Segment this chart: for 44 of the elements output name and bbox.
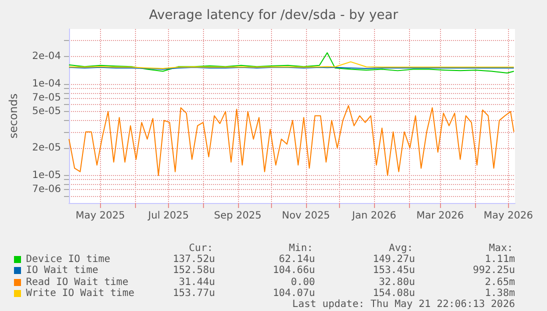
text: 2.65m — [484, 276, 515, 288]
line-series — [68, 61, 514, 69]
x-tick-label: Nov 2025 — [282, 210, 330, 222]
legend-label: IO Wait time — [26, 265, 98, 276]
legend-label: Read IO Wait time — [26, 276, 128, 288]
text: 992.25u — [472, 265, 515, 276]
text: 152.58u — [172, 265, 215, 276]
text: Min: — [288, 243, 313, 254]
y-axis-title: seconds — [7, 93, 20, 138]
line-series — [68, 105, 514, 176]
text: 62.14u — [278, 254, 315, 265]
y-tick-label: 7e-06 — [32, 184, 61, 196]
text: Max: — [488, 243, 513, 254]
y-tick-label: 1e-05 — [32, 170, 61, 181]
y-tick-label: 2e-05 — [32, 142, 61, 154]
chart-title: Average latency for /dev/sda - by year — [148, 8, 399, 23]
x-tick-label: Sep 2025 — [214, 210, 262, 222]
text: 32.80u — [378, 276, 415, 288]
text: 31.44u — [178, 276, 215, 288]
legend-label: Write IO Wait time — [26, 288, 134, 299]
x-tick-label: May 2026 — [484, 210, 533, 222]
x-tick-label: May 2025 — [76, 210, 125, 222]
text: 0.00 — [290, 276, 315, 288]
text: 104.07u — [272, 288, 315, 299]
text: 104.66u — [272, 265, 315, 276]
text: 153.77u — [172, 288, 215, 299]
text: 1.11m — [484, 254, 515, 265]
text: 154.08u — [372, 288, 415, 299]
text: Last update: Thu May 21 22:06:13 2026 — [292, 299, 515, 310]
text: Cur: — [188, 243, 213, 254]
x-tick-label: Mar 2026 — [416, 210, 464, 222]
legend-label: Device IO time — [26, 254, 110, 265]
text: 149.27u — [372, 254, 415, 265]
y-tick-label: 2e-04 — [32, 51, 61, 62]
y-tick-label: 5e-05 — [32, 106, 61, 118]
x-tick-label: Jan 2026 — [351, 210, 396, 222]
y-tick-label: 7e-05 — [32, 92, 61, 104]
text: Avg: — [388, 243, 413, 254]
text: 137.52u — [172, 254, 215, 265]
y-tick-label: 1e-04 — [32, 78, 61, 90]
x-tick-label: Jul 2025 — [147, 210, 189, 222]
line-series — [68, 52, 514, 74]
text: 153.45u — [372, 265, 415, 276]
text: 1.38m — [484, 288, 515, 299]
